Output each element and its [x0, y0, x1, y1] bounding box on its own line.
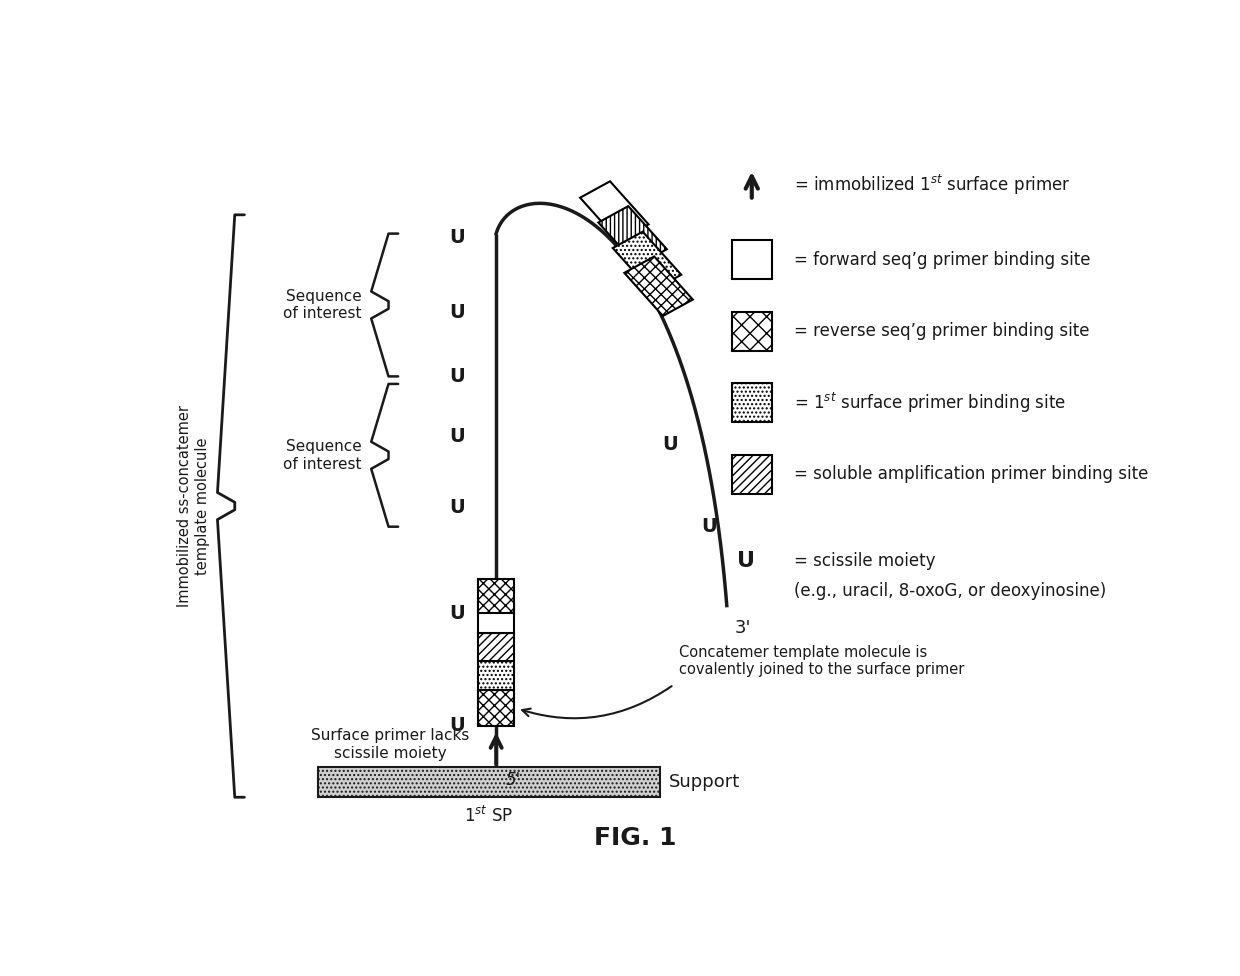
Text: U: U: [662, 434, 678, 454]
Bar: [580, 182, 649, 241]
Bar: [732, 384, 773, 423]
Bar: [477, 604, 515, 632]
Bar: [477, 690, 515, 726]
Text: U: U: [450, 427, 465, 446]
Bar: [477, 580, 515, 613]
Bar: [319, 767, 660, 797]
Bar: [732, 455, 773, 494]
Text: = soluble amplification primer binding site: = soluble amplification primer binding s…: [794, 466, 1148, 483]
Text: Sequence
of interest: Sequence of interest: [283, 289, 362, 321]
Text: Surface primer lacks
scissile moiety: Surface primer lacks scissile moiety: [311, 728, 470, 761]
Text: = immobilized 1$^{st}$ surface primer: = immobilized 1$^{st}$ surface primer: [794, 173, 1071, 197]
Text: Immobilized ss-concatemer
template molecule: Immobilized ss-concatemer template molec…: [177, 405, 210, 607]
Text: U: U: [450, 367, 465, 386]
Text: $\mathbf{U}$: $\mathbf{U}$: [737, 550, 754, 571]
Bar: [732, 311, 773, 350]
Text: FIG. 1: FIG. 1: [594, 826, 677, 850]
Text: Sequence
of interest: Sequence of interest: [283, 439, 362, 471]
Bar: [477, 632, 515, 661]
Text: = scissile moiety: = scissile moiety: [794, 551, 935, 570]
Text: U: U: [450, 499, 465, 517]
Bar: [599, 206, 667, 265]
Text: U: U: [450, 716, 465, 735]
Text: = reverse seq’g primer binding site: = reverse seq’g primer binding site: [794, 322, 1090, 341]
Text: U: U: [450, 603, 465, 623]
Text: = 1$^{st}$ surface primer binding site: = 1$^{st}$ surface primer binding site: [794, 390, 1066, 415]
Text: Support: Support: [670, 773, 740, 792]
Text: = forward seq’g primer binding site: = forward seq’g primer binding site: [794, 251, 1090, 269]
Text: U: U: [701, 517, 717, 536]
Text: (e.g., uracil, 8-oxoG, or deoxyinosine): (e.g., uracil, 8-oxoG, or deoxyinosine): [794, 582, 1106, 599]
Text: 5': 5': [506, 771, 521, 789]
Bar: [732, 240, 773, 279]
Bar: [477, 661, 515, 690]
Text: 3': 3': [734, 619, 751, 637]
Bar: [613, 231, 681, 291]
Bar: [624, 257, 693, 316]
Text: U: U: [450, 303, 465, 322]
Text: 1$^{st}$ SP: 1$^{st}$ SP: [464, 806, 513, 827]
Text: U: U: [450, 227, 465, 247]
Text: Concatemer template molecule is
covalently joined to the surface primer: Concatemer template molecule is covalent…: [678, 644, 965, 677]
